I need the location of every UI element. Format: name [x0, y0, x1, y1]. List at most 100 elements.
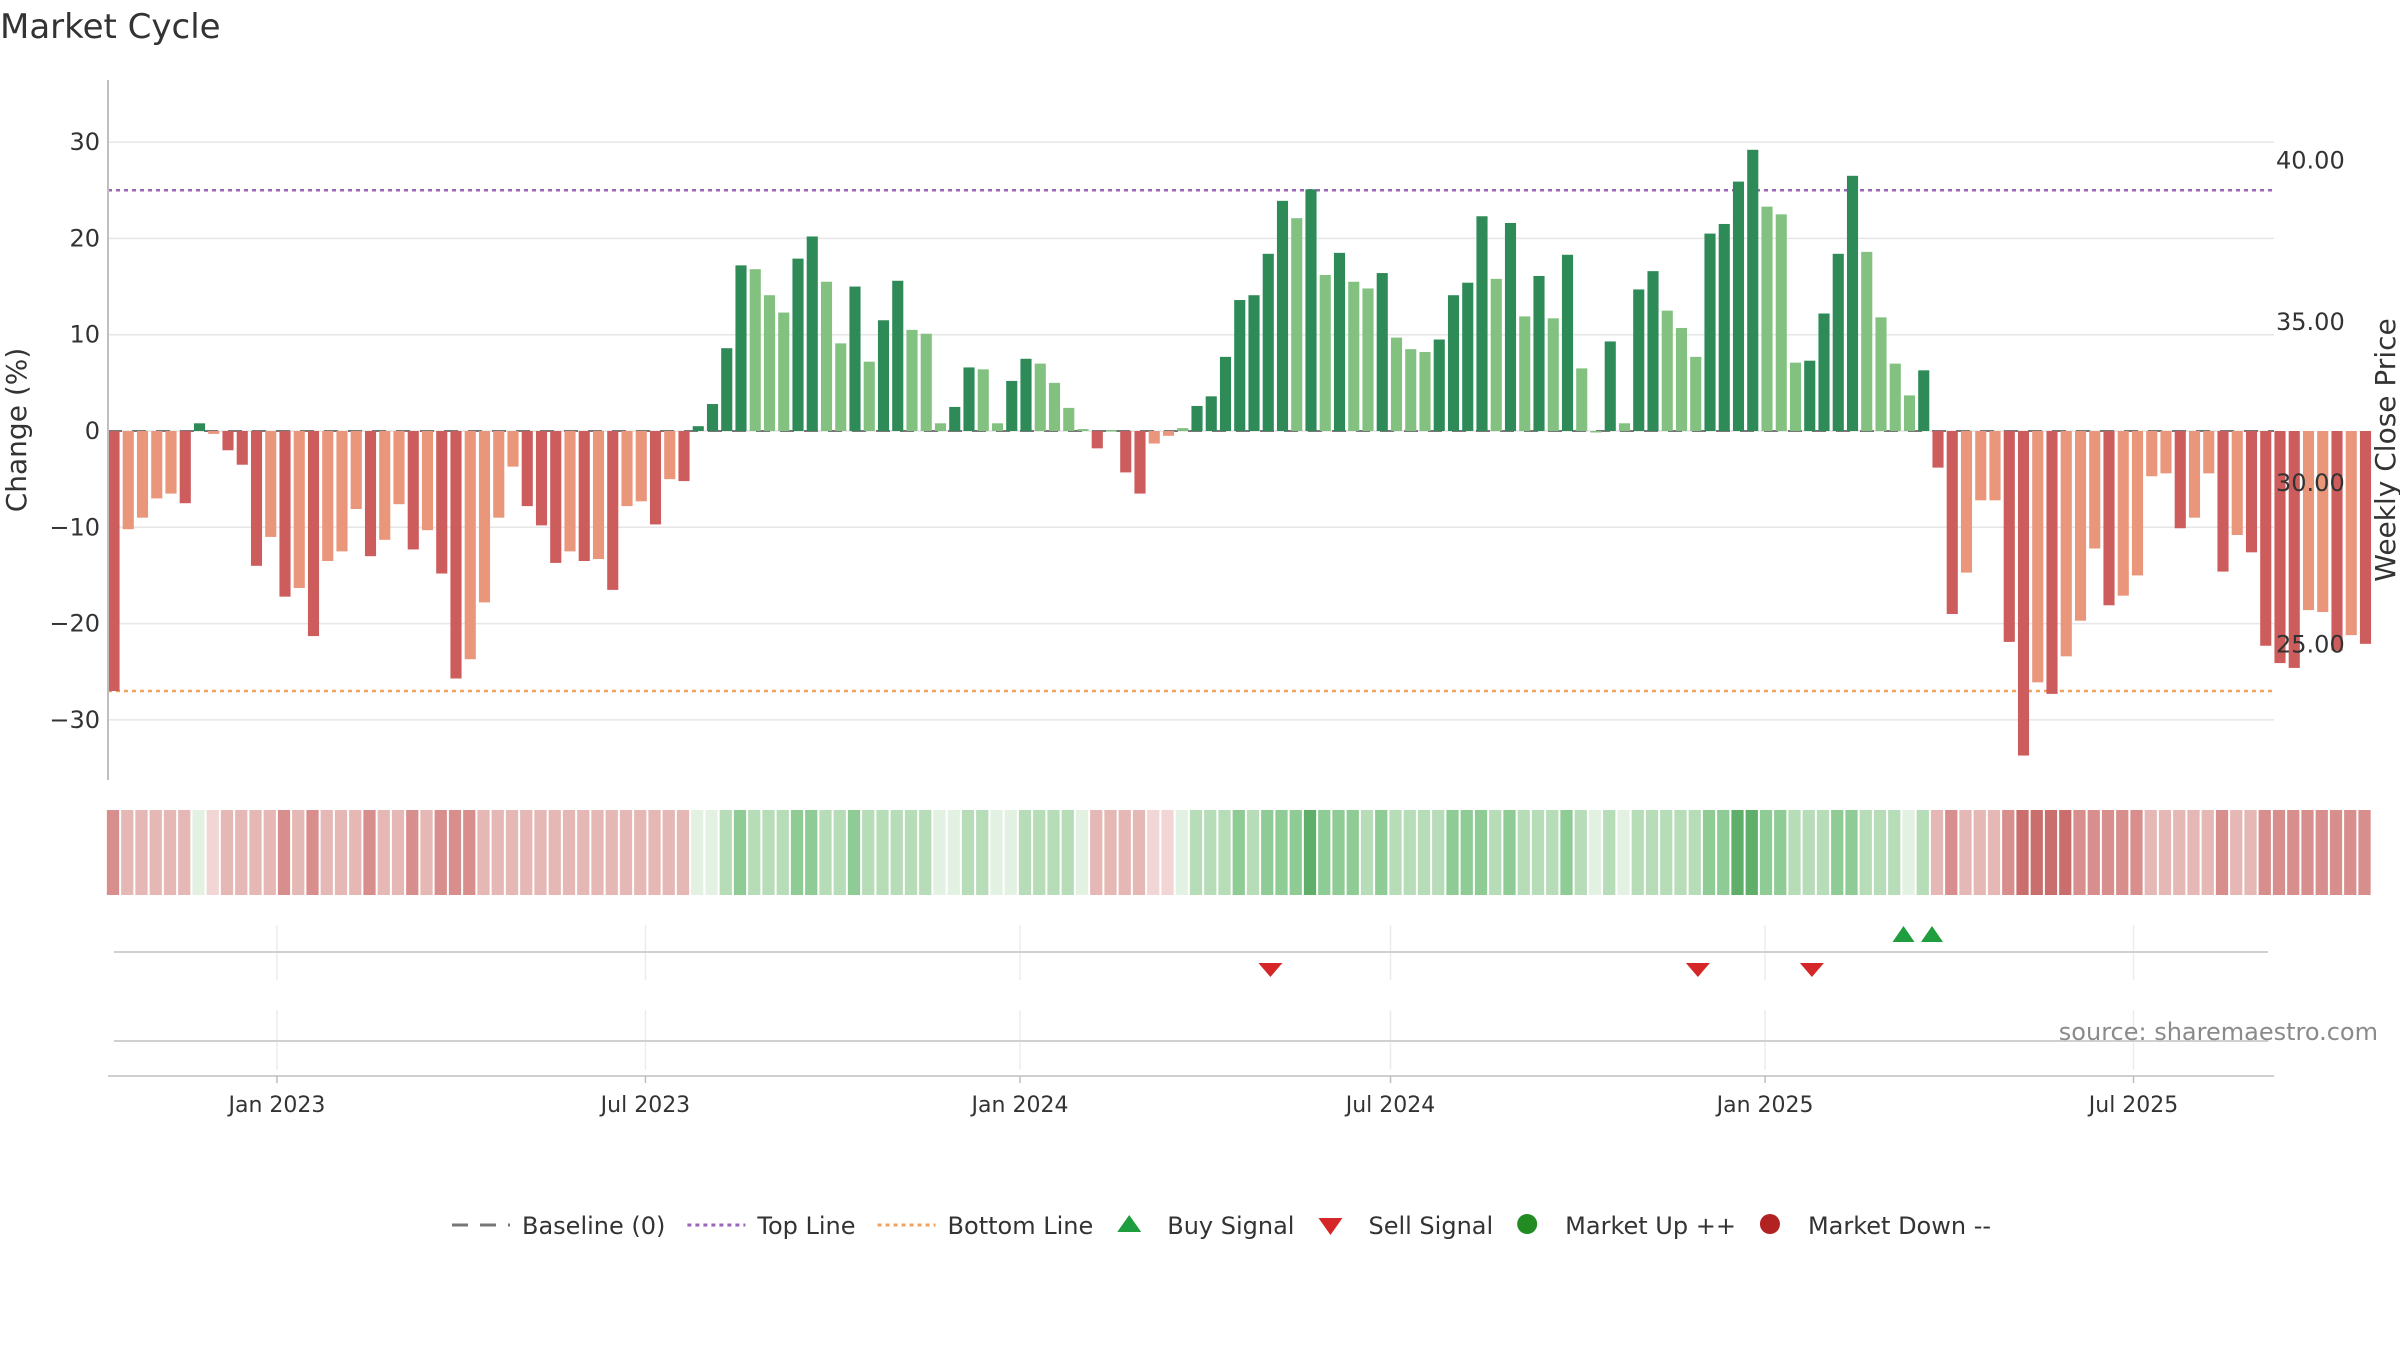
change-bar — [1262, 253, 1274, 431]
y-tick-label: −30 — [49, 706, 100, 734]
band-cell — [1945, 810, 1958, 895]
y-tick-label: 0 — [85, 417, 100, 445]
legend-item: Top Line — [687, 1212, 856, 1240]
band-cell — [1873, 810, 1887, 895]
band-cell — [890, 810, 903, 895]
band-cell — [1489, 810, 1502, 895]
change-bar — [721, 348, 733, 431]
right-y-tick-label: 40.00 — [2276, 147, 2345, 175]
change-bar — [2074, 431, 2087, 621]
change-bar — [1419, 352, 1431, 431]
change-bar — [1348, 281, 1360, 431]
change-bar — [2359, 431, 2372, 644]
band-cell — [1175, 810, 1188, 895]
change-bar — [2003, 431, 2015, 642]
band-cell — [805, 810, 818, 895]
band-cell — [1303, 810, 1317, 895]
change-bar — [1960, 431, 1973, 573]
change-bar — [1832, 253, 1844, 431]
band-cell — [1275, 810, 1288, 895]
band-cell — [1375, 810, 1388, 895]
change-bar — [1533, 275, 1545, 431]
band-cell — [192, 810, 205, 895]
change-bar — [1077, 429, 1089, 431]
change-bar — [136, 431, 149, 518]
change-bar — [1134, 431, 1146, 494]
band-cell — [2315, 810, 2328, 895]
change-bar — [1219, 356, 1232, 431]
band-cell — [1802, 810, 1815, 895]
band-cell — [2258, 810, 2271, 895]
change-bar — [521, 431, 533, 507]
band-cell — [1816, 810, 1830, 895]
change-bar — [1576, 368, 1588, 431]
change-bar — [1020, 358, 1032, 431]
change-bar — [2245, 431, 2258, 553]
change-bar — [1604, 341, 1616, 431]
band-cell — [2215, 810, 2229, 895]
change-bar — [607, 431, 619, 590]
change-bar — [564, 431, 576, 552]
band-cell — [463, 810, 476, 895]
change-bar — [749, 269, 761, 431]
change-bar — [265, 431, 277, 537]
band-cell — [2329, 810, 2343, 895]
band-cell — [1346, 810, 1359, 895]
change-bar — [464, 431, 476, 660]
change-bar — [735, 265, 747, 431]
change-bar — [1732, 181, 1745, 431]
band-cell — [961, 810, 975, 895]
band-cell — [748, 810, 761, 895]
change-bar — [1462, 282, 1474, 431]
change-bar — [1063, 407, 1075, 431]
change-bar — [208, 431, 220, 434]
change-bar — [1975, 431, 1987, 501]
legend-label: Sell Signal — [1368, 1212, 1493, 1240]
band-cell — [106, 810, 120, 895]
change-bar — [991, 423, 1004, 431]
band-cell — [1033, 810, 1046, 895]
legend-item: Market Down -- — [1759, 1212, 1991, 1240]
change-bar — [1105, 430, 1118, 432]
band-cell — [548, 810, 561, 895]
band-cell — [1460, 810, 1473, 895]
change-bar — [1006, 380, 1018, 431]
band-cell — [1360, 810, 1374, 895]
change-bar — [1747, 149, 1759, 431]
band-cell — [1859, 810, 1872, 895]
change-bar — [963, 367, 975, 431]
change-bar — [1276, 200, 1289, 431]
band-cell — [1018, 810, 1032, 895]
band-cell — [2016, 810, 2029, 895]
legend-swatch-buy — [1117, 1215, 1142, 1232]
sell-signal-marker — [1258, 963, 1283, 977]
change-bar — [1376, 273, 1388, 431]
change-bar — [1519, 316, 1531, 431]
band-cell — [1161, 810, 1174, 895]
band-cell — [491, 810, 504, 895]
change-bar — [1034, 363, 1046, 431]
legend-label: Market Up ++ — [1565, 1212, 1736, 1240]
legend-label: Bottom Line — [948, 1212, 1094, 1240]
y-tick-label: 30 — [69, 128, 100, 156]
band-cell — [719, 810, 732, 895]
band-cell — [1603, 810, 1616, 895]
band-cell — [1004, 810, 1017, 895]
band-cell — [1417, 810, 1431, 895]
change-bar — [2117, 431, 2129, 596]
band-cell — [163, 810, 177, 895]
change-bar — [1091, 431, 1103, 449]
band-cell — [2173, 810, 2186, 895]
change-bar — [1148, 431, 1160, 444]
band-cell — [662, 810, 675, 895]
band-cell — [1959, 810, 1972, 895]
change-bar — [1561, 254, 1574, 431]
change-bar — [835, 343, 847, 431]
band-cell — [1403, 810, 1416, 895]
legend-label: Top Line — [756, 1212, 855, 1240]
band-cell — [1759, 810, 1773, 895]
change-bar — [1205, 396, 1217, 431]
change-bar — [934, 423, 947, 431]
band-cell — [2344, 810, 2357, 895]
